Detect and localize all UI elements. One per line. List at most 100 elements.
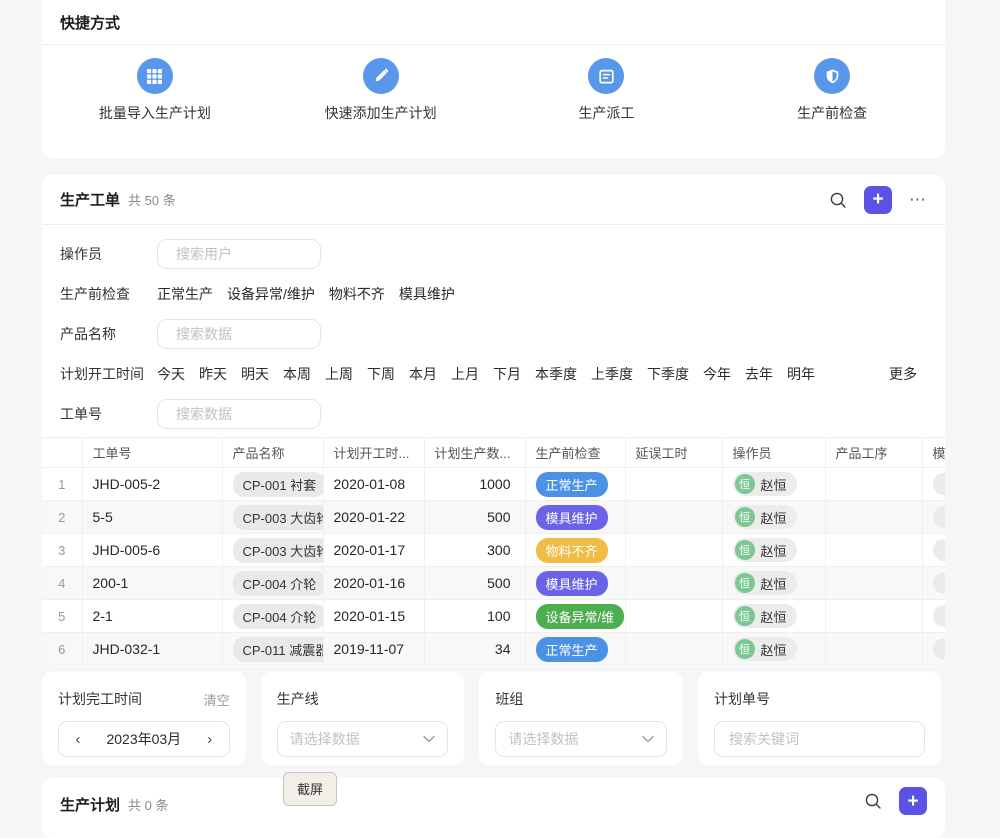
work-orders-table: 工单号 产品名称 计划开工时... 计划生产数... 生产前检查 延误工时 操作… — [42, 437, 945, 666]
product-tag: CP-004 介轮 — [232, 603, 322, 629]
work-orders-card: 生产工单 共 50 条 + ⋯ 操作员 生产前检查 正常生产 设备异常/维护 物… — [42, 175, 945, 667]
status-badge: 模具维护 — [535, 570, 608, 596]
precheck-option[interactable]: 物料不齐 — [328, 286, 385, 302]
chevron-down-icon — [642, 735, 654, 743]
product-tag: CP-004 介轮 — [232, 570, 322, 596]
product-tag: CP-003 大齿轮 — [232, 504, 322, 530]
table-row[interactable]: 2 5-5 CP-003 大齿轮 2020-01-22 500 模具维护 恒赵恒 — [42, 500, 945, 534]
shortcut-precheck[interactable]: 生产前检查 — [719, 58, 945, 123]
status-badge: 正常生产 — [535, 471, 608, 497]
time-option[interactable]: 今天 — [157, 366, 185, 382]
operator-tag: 恒赵恒 — [732, 571, 797, 595]
time-option[interactable]: 去年 — [745, 366, 773, 382]
status-badge: 物料不齐 — [535, 537, 608, 563]
cell-process — [824, 566, 923, 600]
time-option[interactable]: 下季度 — [647, 366, 689, 382]
table-row[interactable]: 4 200-1 CP-004 介轮 2020-01-16 500 模具维护 恒赵… — [42, 566, 945, 600]
cell-process — [824, 533, 923, 567]
time-option[interactable]: 明年 — [787, 366, 815, 382]
operator-search-field[interactable] — [174, 245, 359, 263]
time-option[interactable]: 昨天 — [199, 366, 227, 382]
team-select[interactable]: 请选择数据 — [495, 721, 668, 757]
pencil-icon — [362, 58, 399, 94]
shortcut-label: 生产派工 — [578, 105, 635, 121]
row-index: 2 — [42, 500, 83, 534]
chevron-left-icon[interactable]: ‹ — [75, 730, 81, 748]
search-icon[interactable] — [864, 792, 882, 810]
time-option[interactable]: 上季度 — [591, 366, 633, 382]
col-product: 产品名称 — [221, 437, 324, 468]
shortcut-quick-add[interactable]: 快速添加生产计划 — [268, 58, 494, 123]
product-search-input[interactable] — [157, 319, 359, 349]
cell-qty: 1000 — [423, 467, 526, 501]
avatar: 恒 — [734, 606, 755, 626]
precheck-option[interactable]: 正常生产 — [157, 286, 213, 302]
operator-name: 赵恒 — [760, 609, 787, 625]
cell-delay — [624, 632, 723, 666]
time-option[interactable]: 本月 — [409, 366, 437, 382]
chevron-right-icon[interactable]: › — [207, 730, 213, 748]
precheck-option[interactable]: 模具维护 — [398, 286, 455, 302]
shortcuts-row: 批量导入生产计划 快速添加生产计划 生产派工 生产前检查 — [42, 45, 945, 123]
mold-tag — [932, 539, 945, 561]
shortcuts-title: 快捷方式 — [60, 15, 121, 32]
time-option[interactable]: 本周 — [283, 366, 311, 382]
select-placeholder: 请选择数据 — [508, 731, 579, 747]
time-option[interactable]: 上周 — [325, 366, 353, 382]
shortcut-label: 生产前检查 — [797, 105, 868, 121]
order-no-search-field[interactable] — [174, 405, 359, 423]
plan-no-search-field[interactable] — [727, 730, 913, 748]
avatar: 恒 — [734, 474, 755, 494]
order-no-search-input[interactable] — [157, 399, 359, 429]
production-line-title: 生产线 — [276, 691, 319, 707]
filter-label-product: 产品名称 — [60, 326, 116, 342]
operator-search-input[interactable] — [157, 239, 359, 269]
cell-qty: 300 — [423, 533, 526, 567]
avatar: 恒 — [734, 540, 755, 560]
table-row[interactable]: 1 JHD-005-2 CP-001 衬套 2020-01-08 1000 正常… — [42, 467, 945, 501]
month-picker: ‹ 2023年03月 › — [58, 721, 230, 757]
avatar: 恒 — [734, 573, 755, 593]
clear-button[interactable]: 清空 — [203, 692, 230, 708]
time-option[interactable]: 今年 — [703, 366, 731, 382]
time-more-link[interactable]: 更多 — [889, 366, 917, 382]
select-placeholder: 请选择数据 — [289, 731, 360, 747]
cell-start-date: 2020-01-08 — [322, 467, 425, 501]
shortcut-dispatch[interactable]: 生产派工 — [494, 58, 720, 123]
shortcut-label: 批量导入生产计划 — [98, 105, 211, 121]
shortcut-batch-import[interactable]: 批量导入生产计划 — [42, 58, 268, 123]
production-line-card: 生产线 请选择数据 — [260, 672, 465, 765]
time-option[interactable]: 下周 — [367, 366, 395, 382]
product-search-field[interactable] — [174, 325, 359, 343]
cell-start-date: 2020-01-22 — [322, 500, 425, 534]
screenshot-button[interactable]: 截屏 — [283, 772, 337, 806]
cell-qty: 100 — [423, 599, 526, 633]
plan-no-card: 计划单号 — [698, 672, 942, 765]
search-icon[interactable] — [829, 191, 847, 209]
time-option[interactable]: 上月 — [451, 366, 479, 382]
precheck-option[interactable]: 设备异常/维护 — [227, 286, 315, 302]
operator-tag: 恒赵恒 — [732, 538, 797, 562]
col-order-no: 工单号 — [81, 437, 223, 468]
time-option[interactable]: 明天 — [241, 366, 269, 382]
chevron-down-icon — [423, 735, 436, 743]
table-row[interactable]: 6 JHD-032-1 CP-011 减震器 2019-11-07 34 正常生… — [42, 632, 945, 666]
add-button[interactable]: + — [864, 185, 892, 214]
time-option[interactable]: 本季度 — [535, 366, 577, 382]
production-plan-count: 共 0 条 — [128, 797, 169, 813]
shortcuts-header: 快捷方式 — [42, 0, 945, 45]
plan-no-search[interactable] — [714, 721, 926, 757]
table-header-row: 工单号 产品名称 计划开工时... 计划生产数... 生产前检查 延误工时 操作… — [42, 437, 945, 468]
time-option[interactable]: 下月 — [493, 366, 521, 382]
operator-tag: 恒赵恒 — [732, 637, 797, 661]
grid-icon — [136, 58, 173, 94]
production-line-select[interactable]: 请选择数据 — [276, 721, 449, 757]
add-button[interactable]: + — [899, 787, 927, 815]
cell-order-no: JHD-005-2 — [81, 467, 223, 501]
table-row[interactable]: 3 JHD-005-6 CP-003 大齿轮 2020-01-17 300 物料… — [42, 533, 945, 567]
table-row[interactable]: 5 2-1 CP-004 介轮 2020-01-15 100 设备异常/维 恒赵… — [42, 599, 945, 633]
col-precheck: 生产前检查 — [524, 437, 626, 468]
cell-process — [824, 632, 923, 666]
more-menu-icon[interactable]: ⋯ — [909, 189, 927, 209]
cell-order-no: 200-1 — [81, 566, 223, 600]
